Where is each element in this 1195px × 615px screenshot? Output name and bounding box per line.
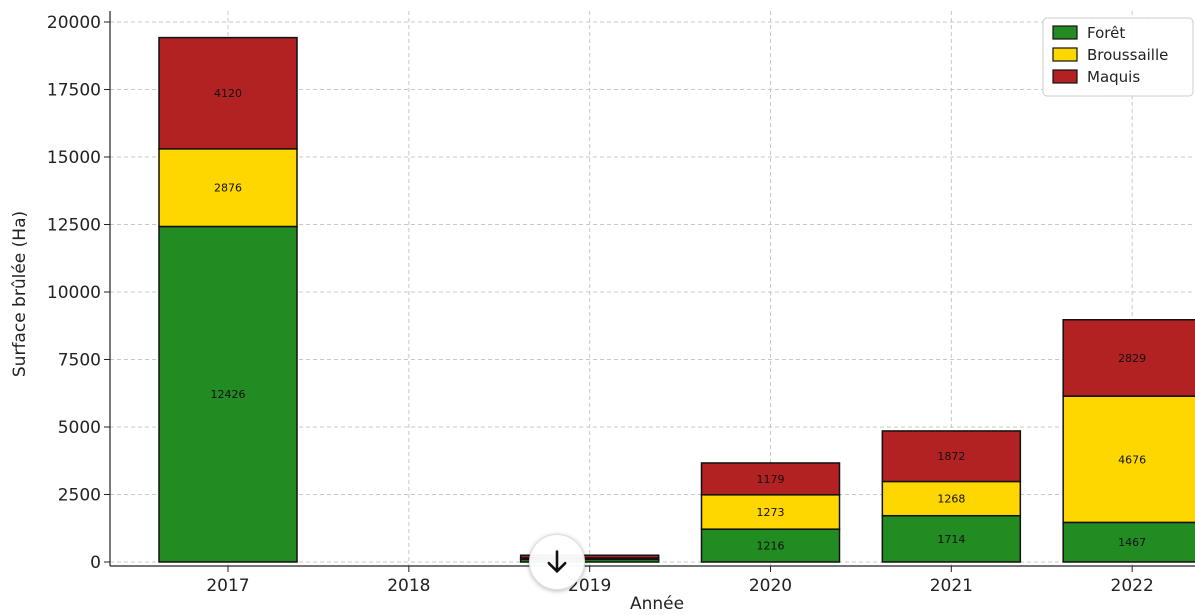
x-tick-label: 2017 (206, 576, 249, 596)
legend-swatch (1052, 47, 1078, 62)
bar-value-label: 1216 (757, 540, 785, 553)
bar-segment (700, 494, 841, 530)
bar-value-label: 1467 (1118, 536, 1146, 549)
legend-box (1042, 17, 1194, 97)
bar-segment (158, 148, 298, 228)
y-tick-label: 20000 (47, 13, 101, 33)
y-tick-label: 5000 (58, 418, 101, 438)
y-tick-label: 17500 (47, 81, 101, 101)
x-tick-label: 2022 (1111, 576, 1154, 596)
bar-segment (158, 36, 298, 150)
bar-value-label: 2876 (214, 182, 242, 195)
arrow-down-icon (547, 550, 567, 573)
x-axis-label: Année (630, 594, 684, 611)
bar-segment (519, 554, 660, 559)
bar-segment (881, 480, 1022, 517)
bar-value-label: 2829 (1118, 352, 1146, 365)
y-tick-label: 15000 (47, 148, 101, 168)
bar-value-label: 1179 (757, 473, 785, 486)
bar-value-label: 1268 (937, 493, 965, 506)
y-tick-label: 0 (90, 553, 101, 573)
x-tick-label: 2018 (387, 576, 430, 596)
y-tick-label: 12500 (47, 216, 101, 236)
bar-segment (1062, 395, 1195, 524)
x-tick-label: 2019 (568, 576, 611, 596)
y-tick-label: 10000 (47, 283, 101, 303)
y-tick-label: 7500 (58, 351, 101, 371)
bar-segment (881, 430, 1022, 483)
bar-value-label: 12426 (211, 388, 246, 401)
scroll-down-button[interactable] (529, 534, 585, 590)
legend: Forêt Broussaille Maquis (1042, 17, 1194, 97)
bar-value-label: 1273 (757, 506, 785, 519)
y-axis-label: Surface brûlée (Ha) (10, 211, 30, 377)
legend-label: Forêt (1087, 24, 1125, 42)
bar-value-label: 4120 (214, 87, 242, 100)
y-tick-label: 2500 (58, 486, 101, 506)
bar-segment (1062, 319, 1195, 397)
bar-segment (700, 528, 841, 563)
legend-label: Maquis (1087, 68, 1140, 86)
x-tick-label: 2020 (749, 576, 792, 596)
bars-layer: 12426 2876 4120 1216 1273 1179 1714 1268 1872 146… (158, 36, 1195, 563)
bar-value-label: 1714 (937, 533, 965, 546)
legend-swatch (1052, 25, 1078, 40)
bar-value-label: 1872 (937, 450, 965, 463)
x-tick-label: 2021 (930, 576, 973, 596)
legend-label: Broussaille (1087, 46, 1168, 64)
bar-segment (700, 462, 841, 496)
legend-swatch (1052, 69, 1078, 84)
bar-value-label: 4676 (1118, 453, 1146, 466)
axes-layer: 0 2500 5000 7500 10000 12500 15000 17500 20000 20… (47, 11, 1195, 596)
